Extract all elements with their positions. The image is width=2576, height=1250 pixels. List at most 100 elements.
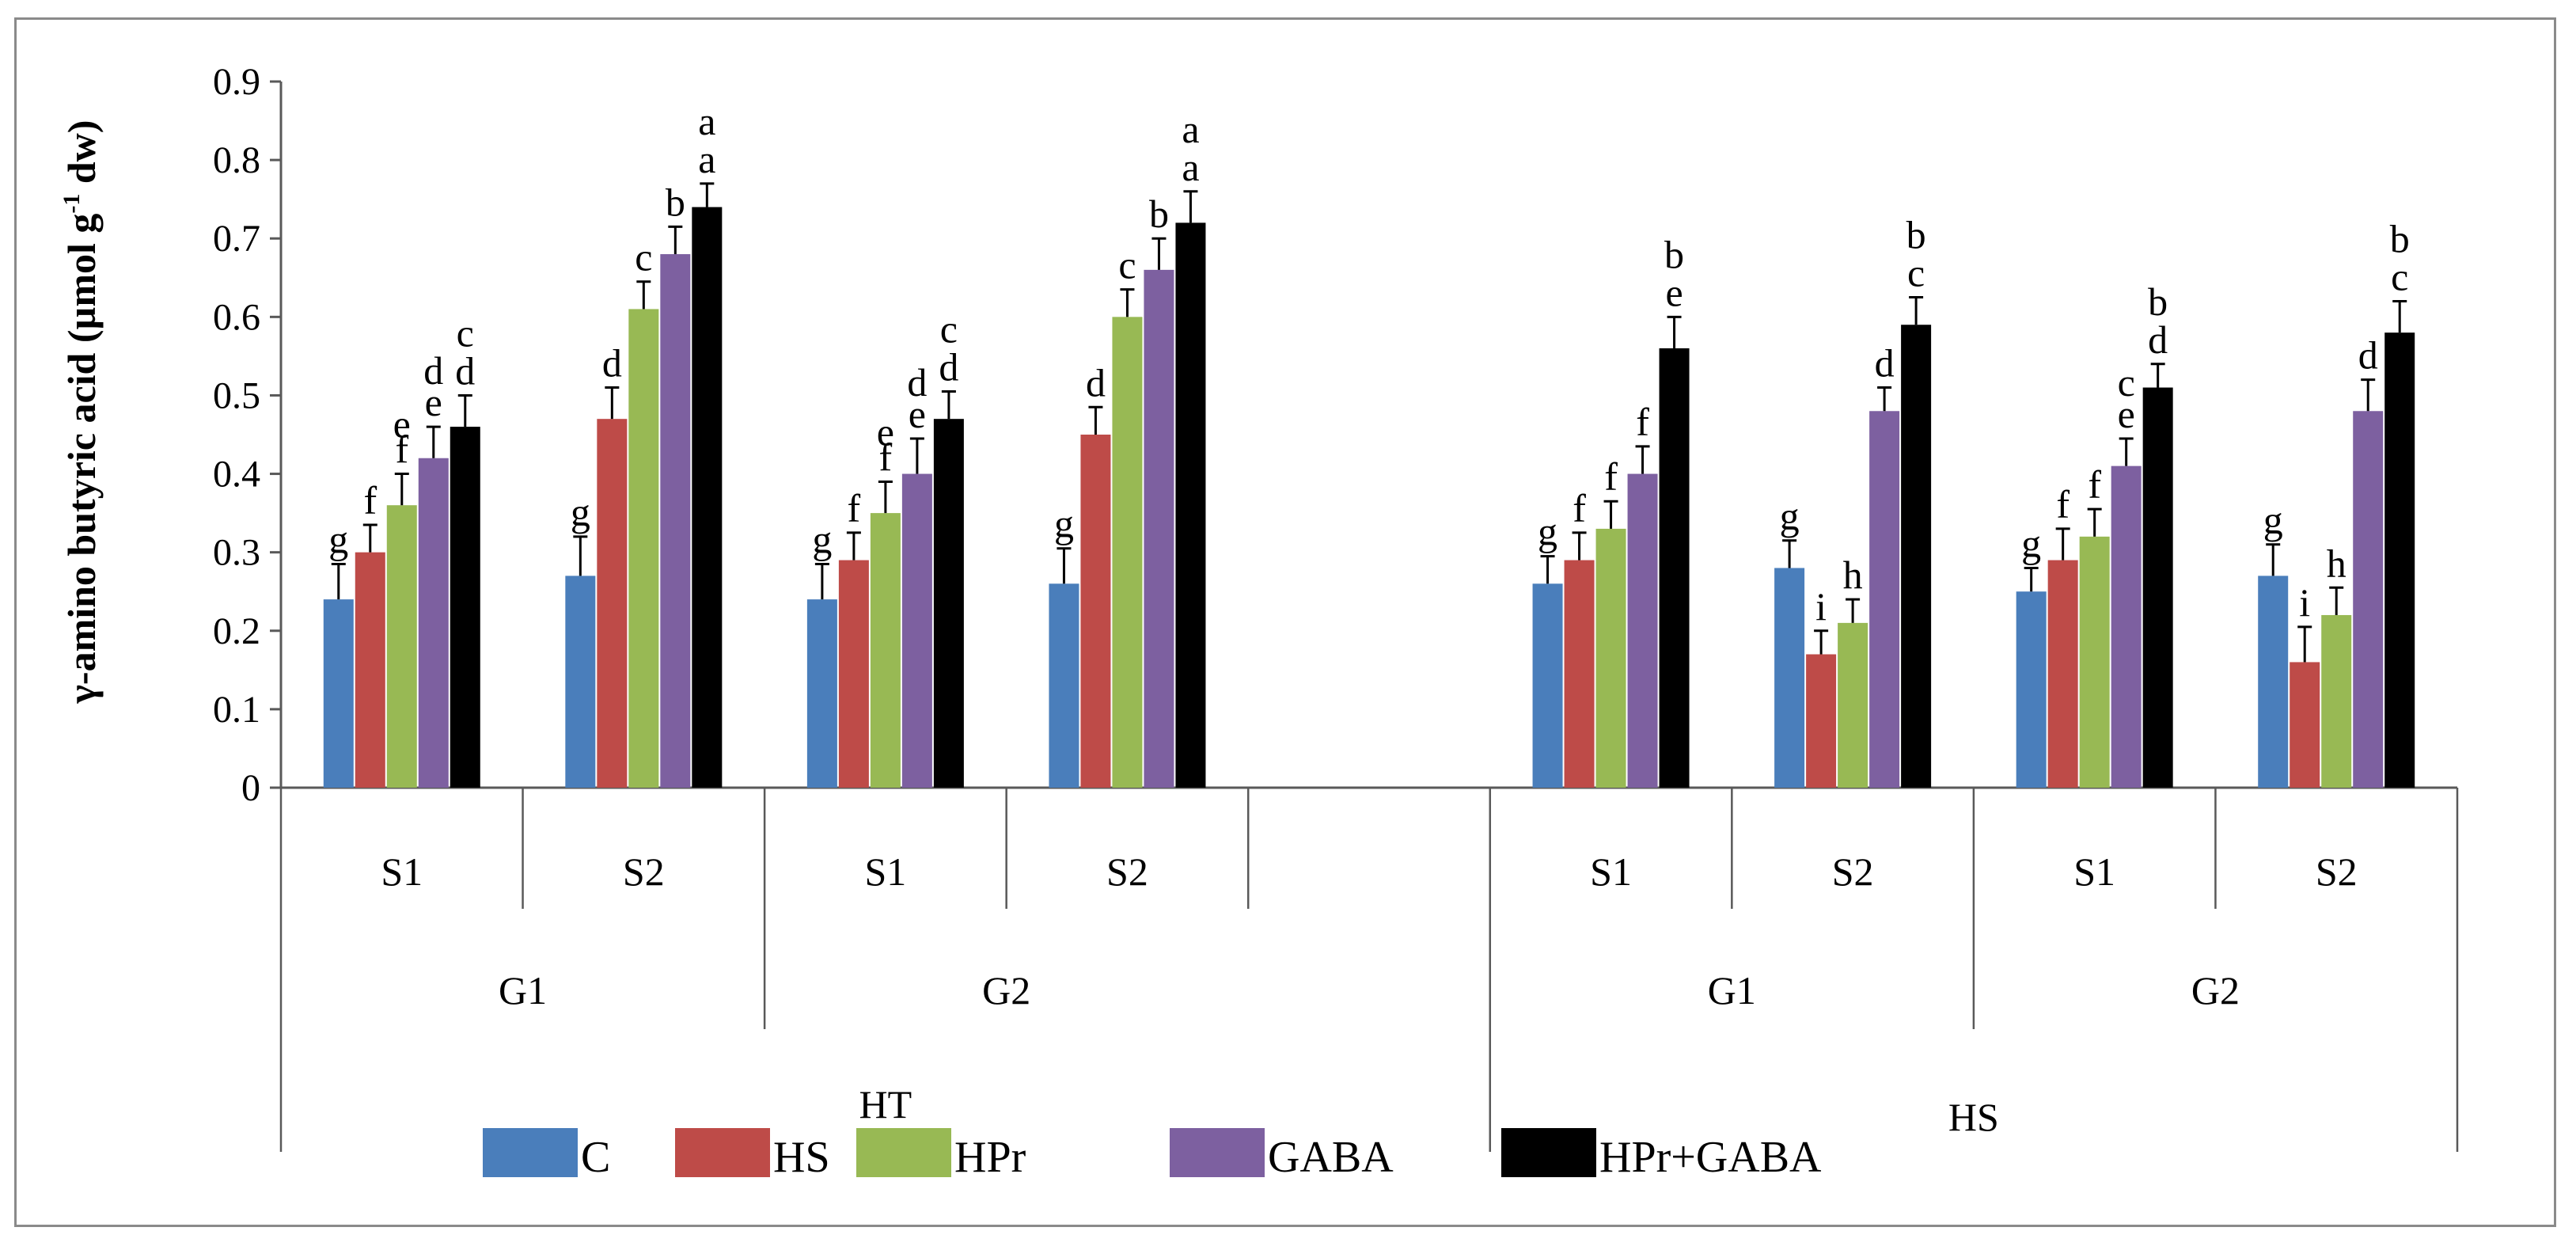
significance-letter-upper: e — [393, 402, 411, 446]
significance-letter: f — [1604, 454, 1618, 499]
genotype-label: G2 — [2191, 968, 2240, 1013]
significance-letter: f — [1636, 400, 1649, 444]
bar-gaba — [2111, 465, 2142, 788]
significance-letter: c — [635, 235, 652, 279]
significance-letter: g — [571, 490, 590, 534]
genotype-label: G1 — [499, 968, 547, 1013]
significance-letter-upper: c — [2118, 360, 2135, 405]
significance-letter-upper: c — [457, 310, 474, 355]
bar-hpr — [386, 505, 417, 788]
bar-hs — [597, 419, 628, 788]
significance-letter-upper: a — [1182, 107, 1199, 151]
significance-letter-upper: d — [423, 348, 443, 393]
significance-letter: d — [455, 348, 475, 393]
bar-gaba — [2353, 411, 2384, 788]
y-tick-label: 0.5 — [213, 374, 260, 416]
chart-frame — [14, 17, 2556, 1227]
significance-letter-upper: b — [1906, 213, 1926, 257]
significance-letter: g — [2021, 521, 2041, 565]
significance-letter: h — [2327, 541, 2346, 585]
bar-hpr — [628, 309, 659, 788]
bar-c — [565, 576, 596, 788]
significance-letter: a — [698, 137, 715, 181]
significance-letter: f — [2088, 462, 2101, 507]
significance-letter-upper: a — [698, 99, 715, 143]
significance-letter: h — [1843, 553, 1863, 597]
bar-c — [1774, 568, 1805, 788]
y-tick-label: 0 — [241, 767, 260, 809]
significance-letter: g — [1780, 494, 1800, 538]
bar-gaba — [1869, 411, 1900, 788]
genotype-label: G1 — [1708, 968, 1756, 1013]
stage-label: S2 — [623, 849, 665, 894]
bar-hpr — [2321, 614, 2352, 788]
legend-label: C — [581, 1133, 610, 1182]
bar-c — [806, 599, 837, 788]
bar-hpr-gaba — [692, 207, 723, 788]
bar-c — [323, 599, 354, 788]
significance-letter: d — [939, 344, 958, 389]
significance-letter: b — [1149, 192, 1169, 236]
bar-hpr-gaba — [1659, 348, 1690, 788]
significance-letter: g — [328, 518, 348, 562]
y-tick-label: 0.4 — [213, 454, 260, 496]
stage-label: S2 — [1106, 849, 1148, 894]
significance-letter: f — [363, 478, 377, 522]
significance-letter: f — [2056, 482, 2070, 526]
treatment-label-ht: HT — [859, 1082, 912, 1127]
stage-label: S1 — [2073, 849, 2115, 894]
significance-letter: g — [812, 518, 832, 562]
significance-letter: c — [1907, 251, 1925, 295]
significance-letter: f — [1573, 486, 1586, 530]
significance-letter-upper: b — [2148, 279, 2168, 324]
significance-letter: e — [1665, 270, 1683, 314]
legend-label: HPr — [954, 1133, 1026, 1182]
bar-hpr-gaba — [450, 427, 480, 788]
y-tick-label: 0.8 — [213, 139, 260, 181]
stage-label: S1 — [1590, 849, 1632, 894]
bar-hpr-gaba — [2142, 387, 2173, 788]
significance-letter: g — [1538, 510, 1557, 554]
bar-hs — [1080, 435, 1111, 788]
legend-label: HS — [773, 1133, 830, 1182]
legend-swatch-hpr-gaba — [1501, 1128, 1596, 1177]
significance-letter: f — [395, 427, 408, 472]
significance-letter: d — [2358, 333, 2378, 378]
significance-letter: f — [848, 486, 861, 530]
bars: gffededcgdcbaagffededcgdcbaagfffebgihdcb… — [323, 99, 2415, 788]
significance-letter-upper: b — [2390, 217, 2410, 261]
bar-gaba — [418, 458, 449, 788]
y-tick-label: 0.7 — [213, 218, 260, 260]
significance-letter: d — [2148, 317, 2168, 362]
bar-hpr-gaba — [2384, 332, 2415, 788]
significance-letter: a — [1182, 145, 1199, 189]
legend-label: GABA — [1268, 1133, 1394, 1182]
y-tick-label: 0.3 — [213, 532, 260, 574]
significance-letter: e — [425, 380, 442, 424]
bar-hs — [2290, 662, 2320, 788]
bar-hpr — [1595, 528, 1626, 788]
x-axis-categories: S1 S2 S1 S2 S1 S2 S1 S2 G1 G2 G1 G2 HT HS — [279, 788, 2459, 1152]
significance-letter: c — [1118, 243, 1136, 287]
legend-swatch-gaba — [1170, 1128, 1265, 1177]
bar-hs — [1564, 560, 1595, 788]
significance-letter: e — [909, 392, 926, 436]
bar-c — [2258, 576, 2289, 788]
treatment-label-hs: HS — [1948, 1095, 1999, 1139]
y-axis-label: γ-amino butyric acid (µmol g-1 dw) — [59, 120, 104, 705]
bar-gaba — [1144, 269, 1174, 788]
genotype-label: G2 — [982, 968, 1030, 1013]
significance-letter: g — [2263, 498, 2283, 542]
stage-label: S1 — [381, 849, 423, 894]
bar-c — [1532, 583, 1563, 788]
significance-letter: b — [666, 180, 685, 224]
bar-hs — [838, 560, 869, 788]
axes: 0 0.1 0.2 0.3 0.4 0.5 0.6 0.7 0.8 0.9 — [213, 61, 2457, 809]
stage-label: S2 — [2316, 849, 2358, 894]
significance-letter: g — [1054, 502, 1074, 546]
bar-gaba — [660, 254, 691, 788]
significance-letter: i — [1815, 584, 1827, 629]
significance-letter-upper: b — [1664, 232, 1684, 276]
bar-hs — [1806, 654, 1837, 788]
y-tick-label: 0.6 — [213, 296, 260, 338]
